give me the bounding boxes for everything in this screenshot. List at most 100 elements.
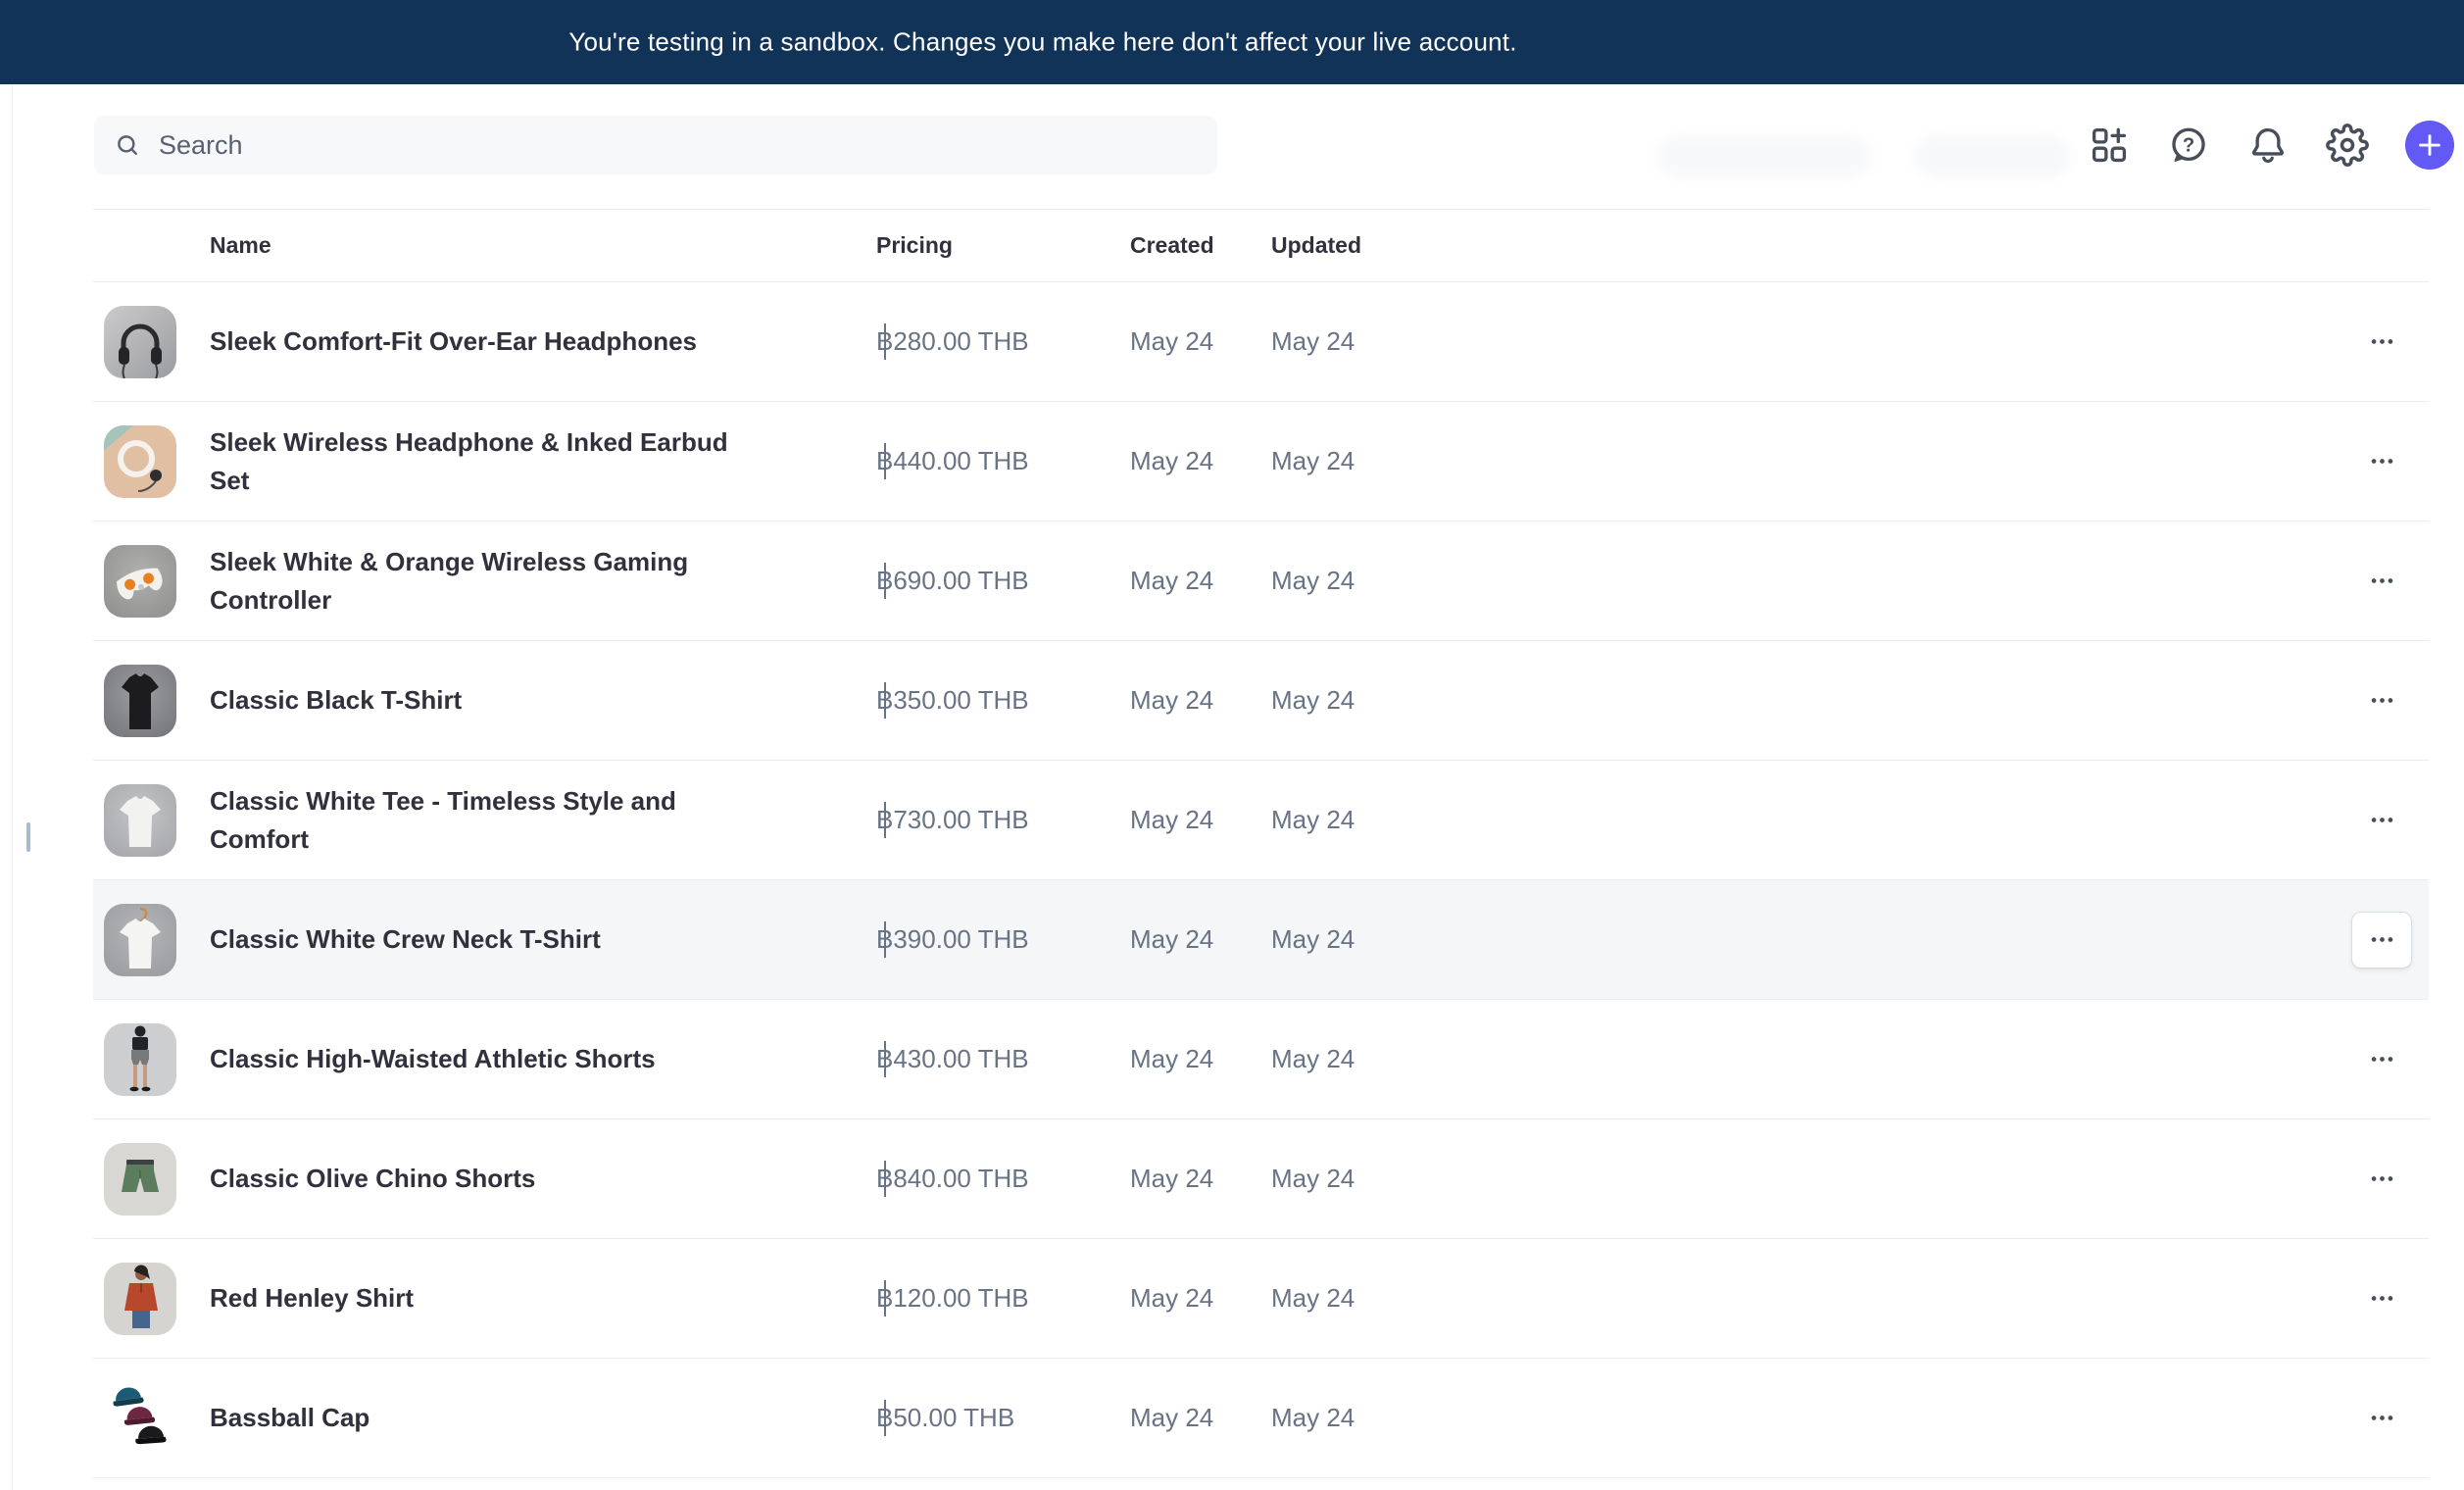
product-name: Classic White Crew Neck T-Shirt — [210, 924, 601, 954]
row-overflow-menu-button[interactable] — [2352, 673, 2411, 728]
ellipsis-icon — [2371, 1057, 2392, 1062]
product-created-date: May 24 — [1130, 1044, 1214, 1073]
apps-add-icon[interactable] — [2088, 124, 2131, 167]
ellipsis-icon — [2371, 459, 2392, 464]
row-overflow-menu-button[interactable] — [2352, 434, 2411, 489]
row-overflow-menu-button[interactable] — [2352, 554, 2411, 609]
product-thumbnail — [104, 424, 176, 498]
ellipsis-icon — [2371, 818, 2392, 822]
product-created-date: May 24 — [1130, 1283, 1214, 1313]
product-updated-date: May 24 — [1271, 326, 1355, 356]
ellipsis-icon — [2371, 937, 2392, 942]
scroll-indicator — [26, 822, 30, 852]
row-overflow-menu-button[interactable] — [2352, 1032, 2411, 1087]
product-updated-date: May 24 — [1271, 1164, 1355, 1193]
redacted-text-pill — [1914, 135, 2071, 178]
row-overflow-menu-button[interactable] — [2351, 911, 2412, 968]
settings-icon[interactable] — [2326, 124, 2369, 167]
ellipsis-icon — [2371, 339, 2392, 344]
search-input[interactable] — [157, 128, 1198, 162]
table-row[interactable]: Red Henley Shirt B120.00 THB May 24 May … — [93, 1239, 2429, 1359]
product-updated-date: May 24 — [1271, 685, 1355, 715]
product-thumbnail — [104, 664, 176, 737]
product-thumbnail — [104, 1022, 176, 1096]
sandbox-banner: You're testing in a sandbox. Changes you… — [0, 0, 2464, 84]
product-created-date: May 24 — [1130, 1164, 1214, 1193]
product-price: B120.00 THB — [876, 1280, 1029, 1316]
product-created-date: May 24 — [1130, 326, 1214, 356]
search-icon — [118, 135, 137, 155]
column-header-name[interactable]: Name — [210, 232, 271, 258]
product-name: Sleek Comfort-Fit Over-Ear Headphones — [210, 326, 697, 356]
table-row[interactable]: Sleek White & Orange Wireless Gaming Con… — [93, 522, 2429, 641]
table-row[interactable]: Classic High-Waisted Athletic Shorts B43… — [93, 1000, 2429, 1119]
product-name: Bassball Cap — [210, 1403, 370, 1432]
row-overflow-menu-button[interactable] — [2352, 1391, 2411, 1446]
product-price: B840.00 THB — [876, 1161, 1029, 1197]
product-name: Sleek White & Orange Wireless Gaming Con… — [210, 546, 689, 615]
table-row[interactable]: Classic White Crew Neck T-Shirt B390.00 … — [93, 880, 2429, 1000]
product-updated-date: May 24 — [1271, 805, 1355, 834]
product-thumbnail — [104, 544, 176, 618]
product-updated-date: May 24 — [1271, 1403, 1355, 1432]
product-thumbnail — [104, 903, 176, 976]
product-thumbnail — [104, 1382, 176, 1455]
table-row[interactable]: Classic Olive Chino Shorts B840.00 THB M… — [93, 1119, 2429, 1239]
ellipsis-icon — [2371, 1296, 2392, 1301]
svg-text:?: ? — [2183, 134, 2194, 156]
help-icon[interactable]: ? — [2167, 124, 2210, 167]
product-thumbnail — [104, 1142, 176, 1216]
product-price: B50.00 THB — [876, 1400, 1015, 1436]
ellipsis-icon — [2371, 578, 2392, 583]
product-name: Red Henley Shirt — [210, 1283, 415, 1313]
product-name: Sleek Wireless Headphone & Inked Earbud … — [210, 426, 728, 495]
row-overflow-menu-button[interactable] — [2352, 315, 2411, 370]
products-table: Name Pricing Created Updated Sleek Comfo… — [93, 209, 2429, 1478]
left-divider — [12, 84, 13, 1490]
product-price: B690.00 THB — [876, 563, 1029, 599]
column-header-updated[interactable]: Updated — [1271, 232, 1361, 258]
table-row[interactable]: Sleek Wireless Headphone & Inked Earbud … — [93, 402, 2429, 522]
ellipsis-icon — [2371, 1176, 2392, 1181]
product-updated-date: May 24 — [1271, 924, 1355, 954]
product-created-date: May 24 — [1130, 924, 1214, 954]
create-button[interactable] — [2405, 121, 2454, 170]
product-price: B440.00 THB — [876, 443, 1029, 479]
product-created-date: May 24 — [1130, 566, 1214, 595]
ellipsis-icon — [2371, 1416, 2392, 1420]
row-overflow-menu-button[interactable] — [2352, 793, 2411, 848]
product-updated-date: May 24 — [1271, 566, 1355, 595]
column-header-pricing[interactable]: Pricing — [876, 232, 953, 258]
product-updated-date: May 24 — [1271, 446, 1355, 475]
product-name: Classic Black T-Shirt — [210, 685, 463, 715]
sandbox-banner-text: You're testing in a sandbox. Changes you… — [568, 26, 1517, 57]
notifications-icon[interactable] — [2246, 124, 2290, 167]
table-body: Sleek Comfort-Fit Over-Ear Headphones B2… — [93, 282, 2429, 1478]
product-updated-date: May 24 — [1271, 1283, 1355, 1313]
product-thumbnail — [104, 783, 176, 857]
product-name: Classic High-Waisted Athletic Shorts — [210, 1044, 656, 1073]
row-overflow-menu-button[interactable] — [2352, 1152, 2411, 1207]
product-name: Classic White Tee - Timeless Style and C… — [210, 785, 676, 854]
table-row[interactable]: Sleek Comfort-Fit Over-Ear Headphones B2… — [93, 282, 2429, 402]
product-price: B730.00 THB — [876, 802, 1029, 838]
row-overflow-menu-button[interactable] — [2352, 1271, 2411, 1326]
product-created-date: May 24 — [1130, 446, 1214, 475]
product-price: B350.00 THB — [876, 682, 1029, 719]
ellipsis-icon — [2371, 698, 2392, 703]
topbar-icons: ? — [2088, 116, 2454, 174]
redacted-text-pill — [1656, 135, 1872, 178]
table-row[interactable]: Bassball Cap B50.00 THB May 24 May 24 — [93, 1359, 2429, 1478]
product-updated-date: May 24 — [1271, 1044, 1355, 1073]
table-row[interactable]: Classic White Tee - Timeless Style and C… — [93, 761, 2429, 880]
table-header: Name Pricing Created Updated — [93, 210, 2429, 282]
product-created-date: May 24 — [1130, 685, 1214, 715]
product-name: Classic Olive Chino Shorts — [210, 1164, 536, 1193]
table-row[interactable]: Classic Black T-Shirt B350.00 THB May 24… — [93, 641, 2429, 761]
product-created-date: May 24 — [1130, 1403, 1214, 1432]
plus-icon — [2419, 134, 2440, 156]
search-bar[interactable] — [94, 116, 1217, 174]
column-header-created[interactable]: Created — [1130, 232, 1214, 258]
product-price: B430.00 THB — [876, 1041, 1029, 1077]
product-created-date: May 24 — [1130, 805, 1214, 834]
